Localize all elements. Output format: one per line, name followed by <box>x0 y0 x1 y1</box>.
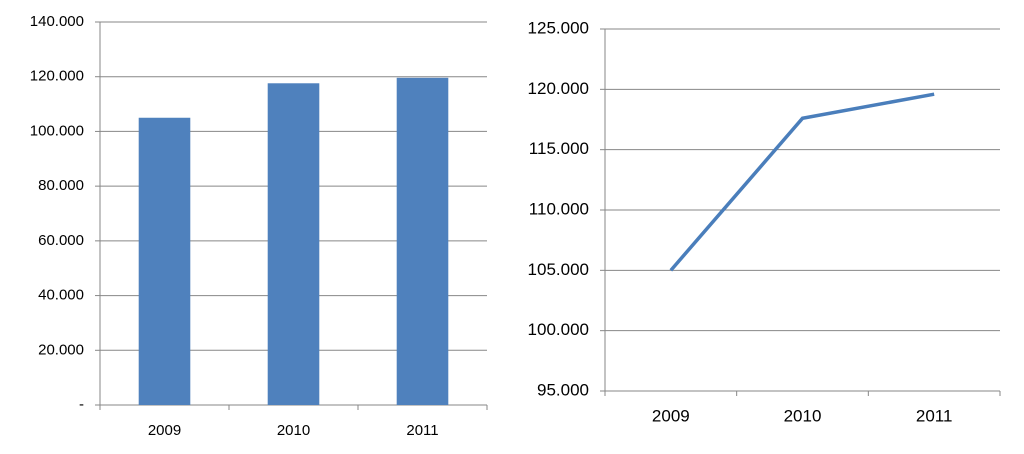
y-tick-label: 95.000 <box>537 380 589 399</box>
y-tick-label: 110.000 <box>529 199 589 218</box>
y-tick-label: - <box>79 396 84 413</box>
y-tick-label: 100.000 <box>30 122 84 139</box>
x-tick-label: 2011 <box>406 422 438 439</box>
y-tick-label: 100.000 <box>528 320 589 339</box>
y-tick-label: 115.000 <box>529 139 589 158</box>
y-tick-label: 60.000 <box>38 232 84 249</box>
line <box>669 92 935 272</box>
y-tick-label: 120.000 <box>30 68 84 85</box>
x-tick-label: 2010 <box>784 406 822 425</box>
bar <box>396 77 449 406</box>
y-tick-label: 140.000 <box>30 13 84 30</box>
y-tick-label: 105.000 <box>528 260 589 279</box>
y-tick-label: 120.000 <box>528 79 589 98</box>
bar <box>138 117 191 405</box>
y-tick-label: 40.000 <box>38 287 84 304</box>
y-tick-label: 80.000 <box>38 177 84 194</box>
x-tick-label: 2009 <box>148 422 181 439</box>
x-tick-label: 2011 <box>916 406 953 425</box>
x-tick-label: 2010 <box>277 422 310 439</box>
y-tick-label: 125.000 <box>528 18 589 37</box>
bar <box>267 83 320 405</box>
y-tick-label: 20.000 <box>38 341 84 358</box>
x-tick-label: 2009 <box>652 406 690 425</box>
